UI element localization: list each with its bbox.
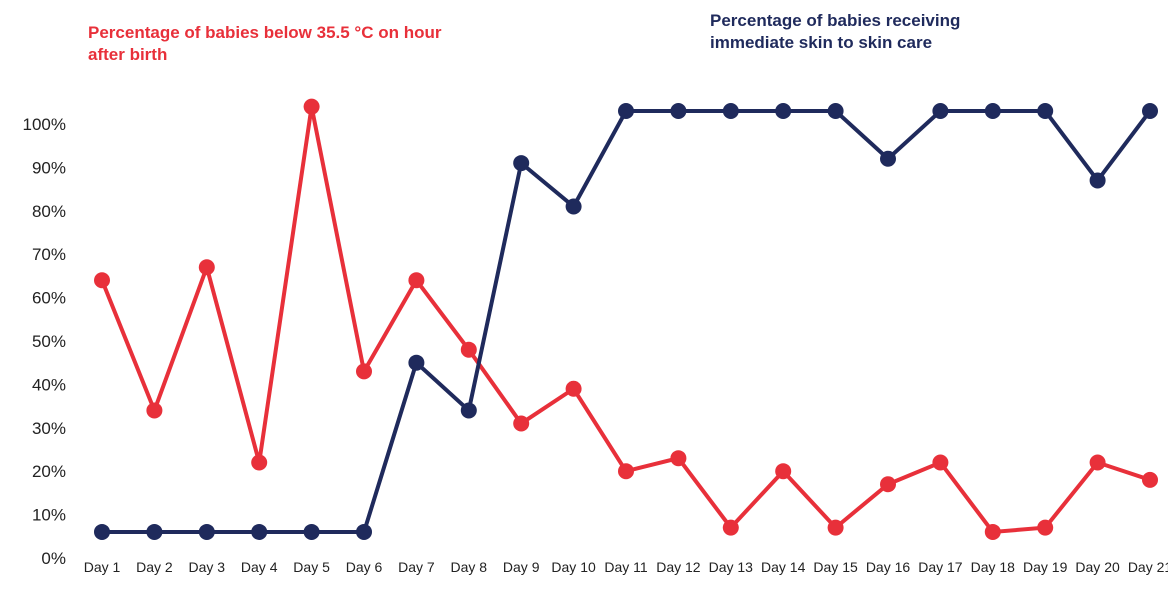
data-point [146,402,163,419]
y-tick-label: 40% [32,375,66,394]
data-point [460,402,477,419]
data-point [827,103,844,120]
data-point [94,272,110,289]
data-point [1089,172,1106,189]
x-tick-label: Day 18 [971,559,1016,575]
y-tick-label: 60% [32,289,66,308]
data-point [513,415,530,432]
x-tick-label: Day 14 [761,559,806,575]
x-tick-label: Day 12 [656,559,701,575]
data-point [303,523,320,540]
data-point [932,454,949,471]
y-tick-label: 100% [23,115,66,134]
data-point [932,103,949,120]
data-point [513,155,530,172]
data-point [722,103,739,120]
data-point [565,380,582,397]
x-tick-label: Day 20 [1075,559,1120,575]
x-tick-label: Day 7 [398,559,435,575]
x-tick-label: Day 17 [918,559,963,575]
data-point [408,272,425,289]
data-point [146,523,163,540]
data-point [408,354,425,371]
data-point [775,103,792,120]
y-tick-label: 20% [32,462,66,481]
data-point [356,363,372,380]
x-tick-label: Day 2 [136,559,173,575]
data-point [460,341,477,358]
data-point [618,103,634,120]
x-tick-label: Day 19 [1023,559,1068,575]
data-point [670,103,687,120]
data-point [670,450,687,467]
y-tick-label: 30% [32,419,66,438]
x-tick-label: Day 1 [84,559,121,575]
y-tick-label: 50% [32,332,66,351]
data-point [984,523,1001,540]
data-point [1142,471,1158,488]
x-tick-label: Day 11 [604,559,648,575]
x-tick-label: Day 4 [241,559,278,575]
data-point [303,98,320,115]
data-point [984,103,1001,120]
data-point [356,523,372,540]
data-point [198,523,215,540]
data-point [1142,103,1158,120]
y-tick-label: 90% [32,158,66,177]
data-point [1037,103,1054,120]
data-point [1037,519,1054,536]
data-point [94,523,110,540]
data-point [827,519,844,536]
data-point [565,198,582,215]
x-tick-label: Day 6 [346,559,383,575]
data-point [251,454,268,471]
y-tick-label: 0% [41,549,66,568]
data-point [618,463,634,480]
data-point [251,523,268,540]
x-tick-label: Day 15 [813,559,858,575]
y-tick-label: 80% [32,202,66,221]
x-tick-label: Day 21 [1128,559,1168,575]
data-point [198,259,215,276]
series-label: Percentage of babies receiving immediate… [710,11,961,52]
x-tick-label: Day 13 [709,559,754,575]
x-tick-label: Day 8 [451,559,488,575]
data-point [880,476,896,493]
data-point [880,150,896,167]
x-tick-label: Day 16 [866,559,911,575]
y-tick-label: 10% [32,506,66,525]
data-point [722,519,739,536]
series-label: Percentage of babies below 35.5 °C on ho… [88,23,442,64]
x-tick-label: Day 10 [551,559,596,575]
y-tick-label: 70% [32,245,66,264]
data-point [775,463,792,480]
x-tick-label: Day 5 [293,559,330,575]
x-tick-label: Day 3 [189,559,226,575]
data-point [1089,454,1106,471]
x-tick-label: Day 9 [503,559,540,575]
